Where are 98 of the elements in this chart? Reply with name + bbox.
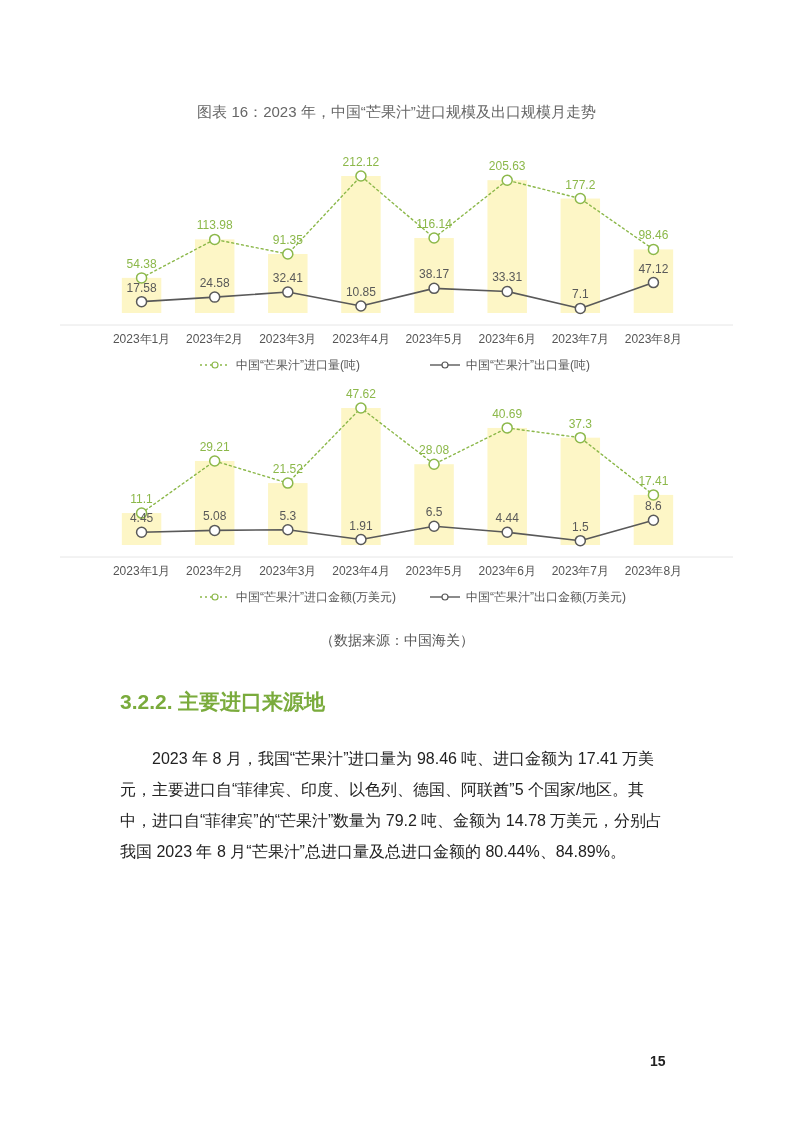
x-tick-label: 2023年7月 [551, 332, 609, 346]
x-tick-label: 2023年5月 [405, 332, 463, 346]
point [428, 282, 440, 295]
text: 15 [650, 1053, 666, 1069]
data-label: 47.62 [345, 387, 377, 401]
data-label: 24.58 [199, 276, 231, 291]
x-tick-label: 2023年5月 [405, 564, 463, 578]
text: （数据来源：中国海关） [318, 632, 475, 650]
data-label: 98.46 [638, 228, 669, 243]
point [428, 458, 440, 470]
point [574, 534, 587, 547]
data-label: 8.6 [645, 499, 663, 514]
data-label: 91.35 [272, 233, 304, 247]
data-label: 37.3 [568, 416, 593, 431]
bar [487, 427, 527, 545]
point [355, 300, 367, 312]
point [501, 526, 513, 538]
point [647, 489, 660, 501]
data-label: 17.58 [126, 280, 157, 295]
point [208, 524, 221, 537]
chart-title: 图表 16：2023 年，中国“芒果汁”进口规模及出口规模月走势 [196, 103, 597, 122]
data-label: 6.5 [425, 505, 443, 520]
legend-label: 中国“芒果汁”出口金额(万美元) [466, 590, 626, 604]
bar [487, 180, 527, 313]
bar [414, 237, 454, 313]
bar [194, 239, 235, 313]
bar [560, 437, 601, 545]
point [282, 524, 294, 536]
data-label: 29.21 [199, 439, 231, 454]
data-label: 33.31 [492, 270, 523, 285]
x-tick-label: 2023年6月 [478, 564, 536, 578]
data-label: 17.41 [638, 473, 669, 488]
data-label: 28.08 [419, 443, 450, 458]
point [647, 276, 660, 289]
legend-label: 中国“芒果汁”进口量(吨) [236, 358, 360, 372]
bar [560, 198, 601, 313]
x-tick-label: 2023年3月 [259, 564, 317, 578]
point [574, 302, 587, 315]
x-tick-label: 2023年2月 [186, 332, 244, 346]
x-tick-label: 2023年1月 [112, 564, 171, 578]
point [355, 402, 367, 414]
point [501, 422, 513, 434]
data-label: 113.98 [196, 218, 233, 233]
x-tick-label: 2023年8月 [624, 564, 683, 578]
data-label: 32.41 [272, 271, 304, 286]
point [208, 233, 221, 246]
point [574, 431, 587, 444]
data-label: 212.12 [342, 155, 380, 169]
point [282, 248, 294, 260]
legend-label: 中国“芒果汁”出口量(吨) [466, 358, 590, 372]
x-tick-label: 2023年2月 [186, 564, 244, 578]
x-tick-label: 2023年4月 [332, 332, 390, 346]
point [501, 174, 513, 186]
x-tick-label: 2023年3月 [259, 332, 317, 346]
data-label: 177.2 [565, 177, 596, 192]
bar [414, 464, 454, 545]
data-label: 5.3 [279, 508, 297, 523]
point [208, 291, 221, 303]
data-label: 11.1 [130, 492, 154, 507]
x-tick-label: 2023年7月 [551, 564, 609, 578]
data-label: 47.12 [638, 261, 669, 276]
bar [341, 176, 381, 313]
point [355, 170, 367, 182]
point [135, 272, 148, 284]
text: 2023 年 8 月，我国“芒果汁”进口量为 98.46 吨、进口金额为 17.41 万美元，主要进口自“菲律宾、印度、以色列、德国、阿联酋”5 个国家/地区。其中，进口自“菲律宾”的“芒果汁”数量为 79.2 吨、金额为 14.78 万美元，分别占我国 2023 年 8 月“芒果汁”总进口量及总进口金额的 80.44%、84.89%。 [120, 749, 664, 862]
point [647, 243, 660, 256]
bar [341, 408, 381, 545]
bar [268, 254, 308, 313]
bar [268, 483, 308, 545]
data-label: 1.5 [571, 519, 589, 534]
data-label: 4.45 [129, 511, 154, 526]
data-label: 1.91 [349, 518, 373, 533]
x-tick-label: 2023年1月 [112, 332, 171, 346]
point [501, 285, 513, 298]
data-label: 54.38 [126, 256, 157, 271]
bar [194, 460, 235, 545]
point [282, 286, 294, 298]
point [574, 192, 587, 205]
data-label: 10.85 [345, 284, 377, 299]
legend-label: 中国“芒果汁”进口金额(万美元) [236, 590, 396, 604]
data-label: 4.44 [495, 511, 520, 526]
point [282, 477, 294, 489]
point [428, 232, 440, 244]
x-tick-label: 2023年4月 [332, 564, 390, 578]
data-label: 5.08 [203, 509, 227, 524]
x-tick-label: 2023年8月 [624, 332, 683, 346]
data-label: 40.69 [492, 406, 523, 421]
data-label: 116.14 [416, 216, 453, 231]
data-label: 38.17 [419, 267, 450, 282]
bar [633, 249, 674, 313]
x-tick-label: 2023年6月 [478, 332, 536, 346]
data-label: 205.63 [488, 159, 526, 174]
text: 3.2.2. 主要进口来源地 [120, 689, 326, 715]
point [355, 533, 367, 546]
point [208, 455, 221, 467]
data-label: 7.1 [571, 287, 589, 302]
point [428, 520, 440, 533]
data-label: 21.52 [272, 462, 304, 477]
